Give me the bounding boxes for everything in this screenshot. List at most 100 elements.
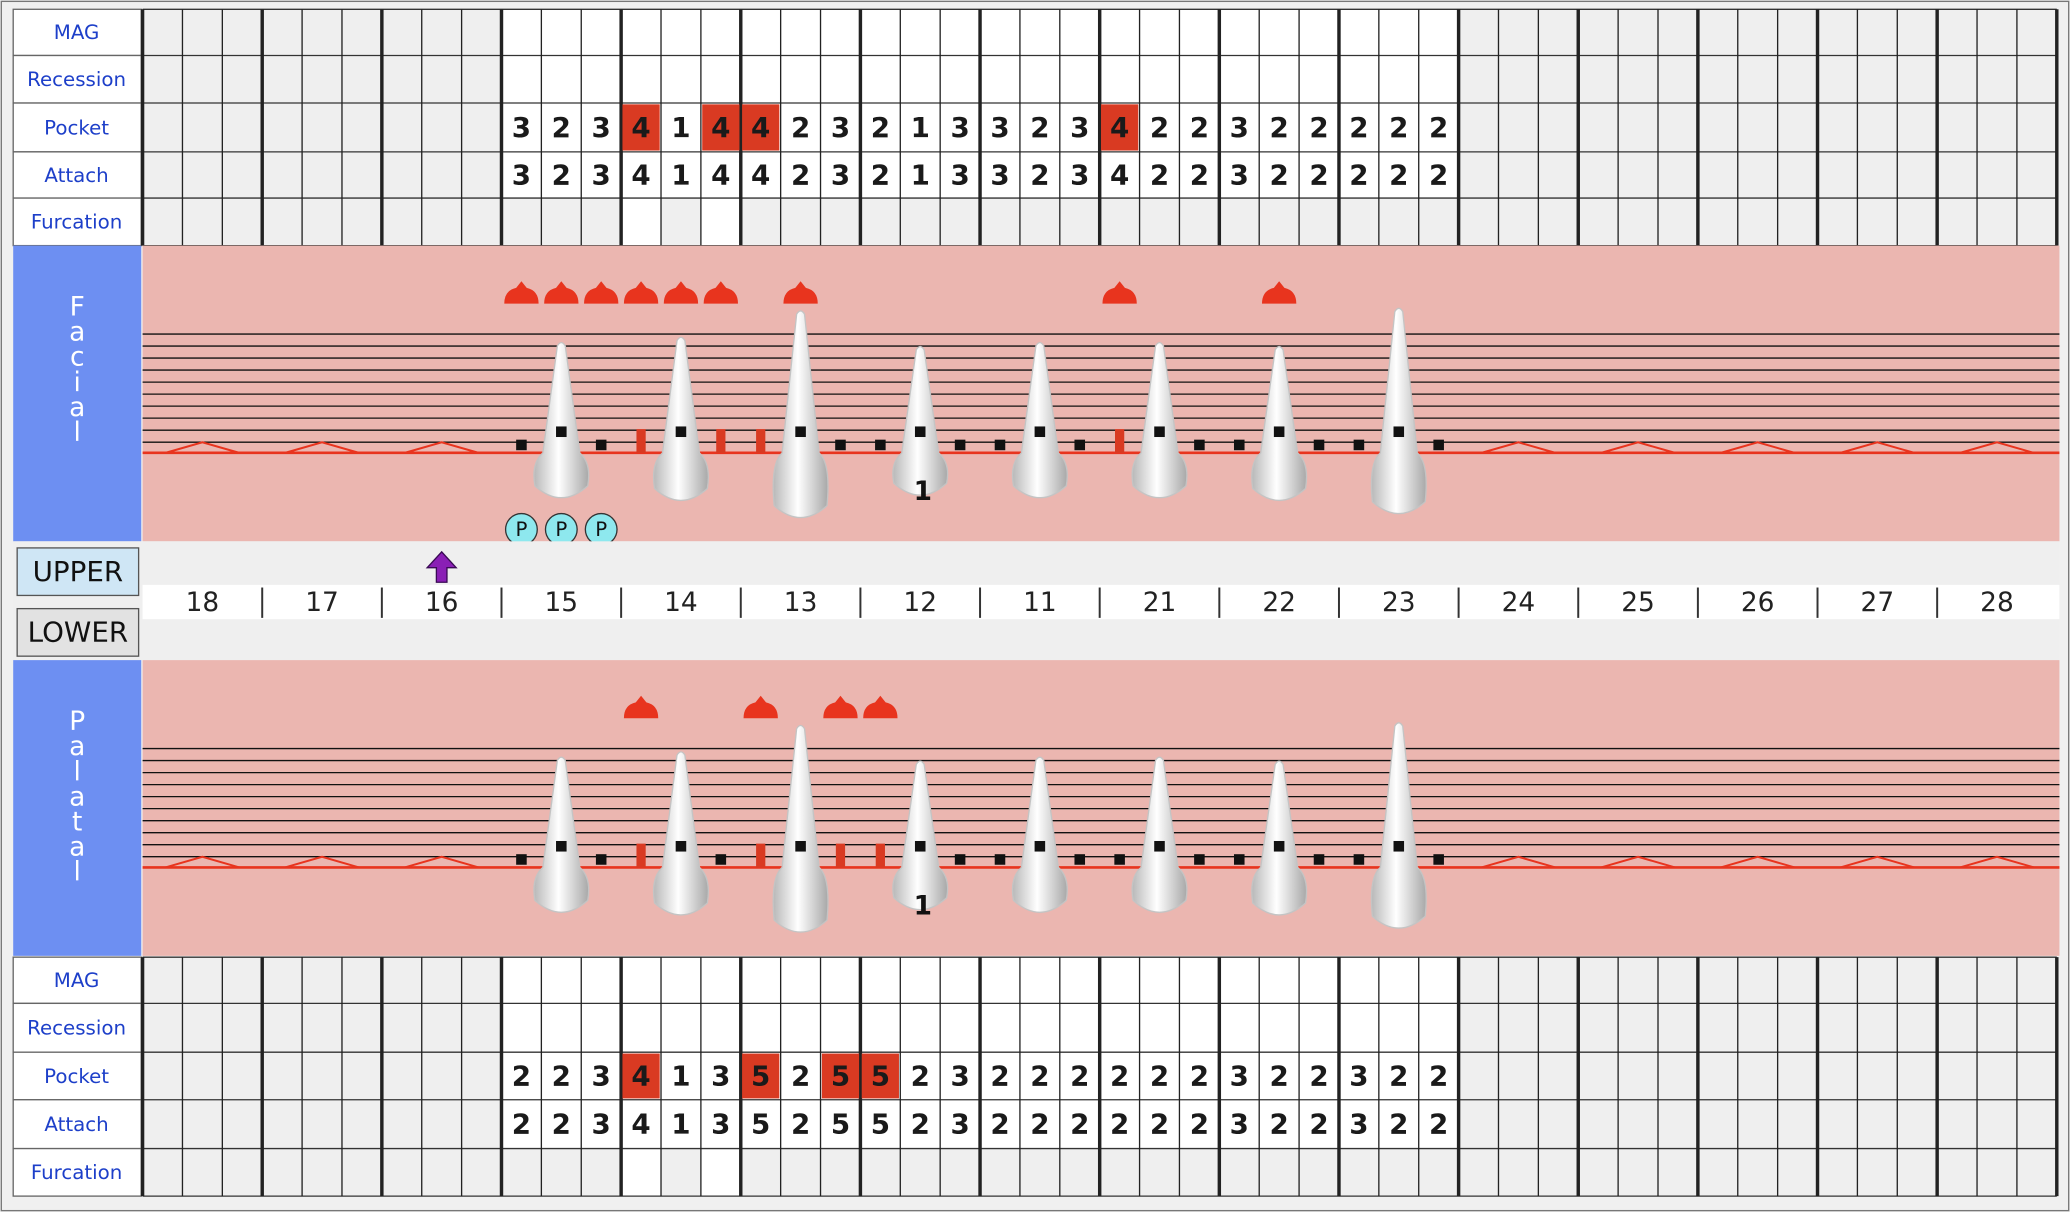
missing-tooth — [1720, 855, 1795, 869]
row-label: Pocket — [44, 1065, 109, 1088]
grid-cell — [1219, 55, 1260, 104]
grid-cell — [182, 1052, 223, 1100]
grid-cell — [1817, 1099, 1858, 1149]
grid-cell — [461, 151, 502, 199]
grid-cell — [1338, 198, 1379, 246]
grid-cell — [341, 957, 382, 1004]
grid-cell — [581, 1099, 622, 1149]
pocket-marker — [914, 426, 926, 438]
grid-cell — [1578, 9, 1619, 56]
pocket-marker — [716, 429, 726, 453]
grid-cell — [381, 957, 422, 1004]
pocket-value: 5 — [831, 1059, 850, 1092]
grid-cell — [1777, 1099, 1818, 1149]
grid-cell — [780, 55, 821, 104]
grid-cell — [182, 1099, 223, 1149]
grid-cell — [940, 55, 981, 104]
grid-cell — [1737, 1003, 1778, 1053]
bleeding-drop — [703, 281, 738, 304]
grid-cell — [1299, 1052, 1339, 1100]
grid-cell — [1019, 151, 1060, 199]
button-label[interactable]: UPPER — [33, 555, 124, 588]
bleeding-drop — [584, 281, 619, 304]
grid-cell — [581, 151, 622, 199]
button[interactable] — [16, 547, 140, 597]
grid-cell — [1338, 9, 1379, 56]
grid-cell — [302, 151, 342, 199]
grid-cell — [1139, 198, 1180, 246]
missing-tooth — [165, 441, 240, 454]
grid-cell — [1897, 1099, 1938, 1149]
grid-cell — [661, 1003, 701, 1053]
grid-cell — [1578, 1052, 1619, 1100]
grid-cell — [740, 957, 781, 1004]
grid-cell — [860, 1003, 901, 1053]
pocket-marker — [954, 439, 966, 451]
pocket-marker — [1393, 426, 1405, 438]
pocket-value: 4 — [751, 111, 770, 144]
grid-cell — [1937, 1148, 1978, 1197]
grid-cell — [1538, 55, 1579, 104]
grid-cell — [1338, 1099, 1379, 1149]
grid-cell — [661, 103, 701, 152]
tooth — [1131, 756, 1188, 913]
pocket-marker — [1313, 439, 1325, 451]
tooth-number: 26 — [1741, 587, 1775, 618]
grid-cell — [381, 9, 422, 56]
attach-value: 2 — [1389, 1107, 1408, 1140]
tooth-number: 16 — [425, 587, 459, 618]
grid-cell — [1219, 1052, 1260, 1100]
grid-cell — [980, 198, 1020, 246]
grid-cell — [1897, 1148, 1938, 1197]
bleeding-drop — [743, 695, 778, 719]
attach-value: 1 — [911, 158, 930, 191]
grid-cell — [900, 198, 941, 246]
grid-cell — [2016, 198, 2057, 246]
pocket-marker — [875, 843, 885, 868]
grid-cell — [341, 1052, 382, 1100]
tooth — [1251, 760, 1308, 916]
tooth — [1370, 722, 1427, 929]
grid-cell — [142, 103, 183, 152]
grid-cell — [780, 957, 821, 1004]
grid-cell — [2016, 957, 2057, 1004]
plaque-label: P — [515, 518, 527, 541]
grid-cell — [780, 1052, 821, 1100]
grid-cell — [1179, 55, 1220, 104]
attach-value: 2 — [791, 158, 810, 191]
attach-value: 1 — [671, 1107, 690, 1140]
grid-cell — [341, 198, 382, 246]
tooth-number: 17 — [305, 587, 339, 618]
grid-cell — [1897, 1052, 1938, 1100]
grid-cell — [1139, 103, 1180, 152]
button[interactable] — [16, 607, 140, 657]
tooth-number: 13 — [784, 587, 818, 618]
button-label[interactable]: LOWER — [28, 616, 128, 649]
pocket-alert — [742, 1053, 780, 1099]
grid-cell — [1378, 55, 1419, 104]
pocket-marker — [795, 426, 806, 438]
grid-cell — [980, 1003, 1020, 1053]
missing-tooth — [1840, 855, 1915, 869]
grid-cell — [1458, 1052, 1499, 1100]
grid-cell — [1139, 151, 1180, 199]
grid-cell — [700, 1052, 741, 1100]
bleeding-drop — [663, 281, 699, 304]
grid-cell — [341, 1003, 382, 1053]
grid-cell — [461, 1003, 502, 1053]
grid-cell — [1658, 957, 1698, 1004]
tooth-note: 1 — [914, 890, 932, 921]
grid-cell — [1059, 9, 1100, 56]
tooth — [1011, 341, 1068, 499]
grid-cell — [740, 151, 781, 199]
pocket-value: 2 — [1429, 111, 1448, 144]
grid-cell — [461, 198, 502, 246]
grid-cell — [182, 151, 223, 199]
grid-cell — [1019, 55, 1060, 104]
grid-cell — [222, 1099, 263, 1149]
grid-cell — [1099, 55, 1140, 104]
grid-cell — [1498, 55, 1539, 104]
grid-cell — [1299, 1003, 1339, 1053]
grid-cell — [1658, 151, 1698, 199]
grid-cell — [860, 9, 901, 56]
